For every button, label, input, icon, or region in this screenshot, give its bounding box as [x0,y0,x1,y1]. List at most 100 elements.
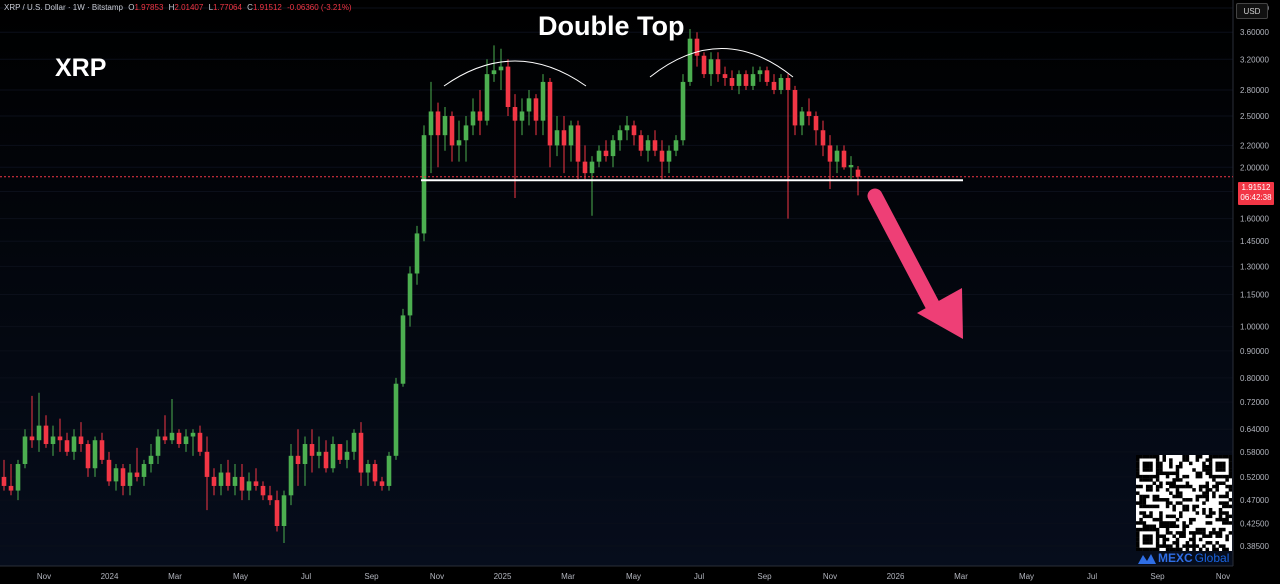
qr-module [1149,464,1153,469]
candle-body [442,116,448,136]
qr-module [1149,504,1153,509]
candle [330,436,336,473]
qr-module [1192,544,1196,548]
qr-module [1159,511,1163,515]
candle-body [302,444,308,465]
qr-module [1175,501,1180,505]
qr-module [1228,521,1233,525]
close-label: C [247,3,253,12]
candle [232,464,238,496]
candle [253,468,259,491]
qr-module [1172,484,1176,489]
qr-module [1142,524,1147,529]
qr-module [1185,544,1190,548]
candle [29,395,35,448]
qr-module [1142,464,1147,469]
down-arrow [867,188,963,339]
symbol-info[interactable]: XRP / U.S. Dollar · 1W · Bitstamp [4,3,123,12]
qr-module [1215,534,1219,538]
qr-module [1136,468,1140,472]
qr-module [1208,534,1213,538]
candle [834,145,840,174]
candle [722,66,728,86]
qr-module [1202,544,1206,548]
y-tick-label: 0.90000 [1240,347,1269,356]
qr-module [1228,461,1233,466]
candle-body [71,436,77,452]
candle [218,464,224,496]
candle [372,459,378,486]
currency-button[interactable]: USD [1236,3,1268,19]
qr-module [1208,461,1213,466]
candle-body [771,81,777,90]
qr-module [1218,531,1223,535]
candle-body [288,455,294,496]
qr-module [1142,474,1147,479]
qr-module [1165,531,1170,535]
qr-module [1179,534,1183,538]
qr-module [1159,534,1163,538]
qr-module [1185,547,1190,552]
candle-body [218,472,224,486]
qr-module [1192,488,1196,492]
qr-module [1149,484,1153,489]
qr-module [1188,461,1193,466]
candle [225,459,231,491]
candle-body [246,481,252,491]
qr-module [1202,491,1206,495]
candle [211,468,217,496]
candle-body [351,432,357,452]
qr-module [1175,478,1180,482]
qr-module [1175,531,1180,535]
candle [379,476,385,491]
candle-body [127,472,133,486]
qr-module [1175,488,1180,492]
candle [92,436,98,477]
qr-module [1169,481,1173,485]
qr-module [1195,531,1200,535]
qr-code-graphic [1136,455,1233,552]
qr-module [1175,494,1180,499]
candle [764,66,770,86]
qr-module [1182,524,1186,529]
qr-module [1159,524,1163,529]
qr-module [1208,521,1213,525]
candle [106,451,112,486]
candle [589,156,595,216]
qr-module [1225,547,1229,552]
candle-body [134,472,140,477]
qr-module [1155,541,1160,545]
x-tick-label: Mar [168,572,182,581]
qr-module [1162,544,1166,548]
qr-module [1218,468,1223,472]
qr-module [1179,514,1183,519]
qr-module [1182,474,1186,479]
qr-module [1142,521,1147,525]
qr-module [1179,547,1183,552]
qr-module [1139,504,1143,509]
qr-module [1149,537,1153,542]
candle [435,102,441,168]
x-tick-label: Jul [1087,572,1097,581]
candle-body [575,125,581,162]
qr-module [1218,544,1223,548]
qr-module [1152,494,1157,499]
qr-module [1162,521,1166,525]
qr-module [1136,501,1140,505]
candle [43,415,49,448]
qr-module [1149,468,1153,472]
candle-body [799,111,805,126]
qr-module [1175,474,1180,479]
qr-module [1222,517,1226,522]
qr-module [1142,514,1147,519]
qr-module [1139,494,1143,499]
candle-body [680,81,686,141]
qr-module [1179,478,1183,482]
candle [666,145,672,174]
candle [778,74,784,95]
candle-body [50,436,56,445]
qr-module [1162,471,1166,476]
qr-module [1218,501,1223,505]
candle-body [197,432,203,452]
